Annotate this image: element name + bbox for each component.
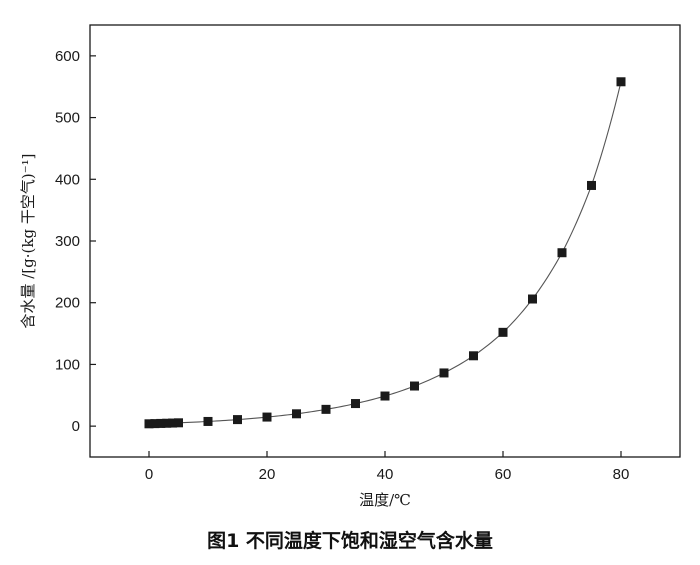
data-point-marker: [469, 351, 478, 361]
marker-group: [144, 77, 626, 429]
data-point-marker: [162, 418, 172, 428]
data-point-marker: [380, 391, 390, 401]
x-tick-label: 60: [495, 466, 512, 483]
data-point-marker: [168, 418, 178, 428]
data-point-marker: [528, 294, 537, 304]
data-point-marker: [150, 419, 160, 429]
data-point-marker: [174, 418, 183, 428]
data-point-marker: [616, 77, 626, 87]
x-tick-label: 40: [377, 466, 394, 483]
data-point-marker: [262, 412, 272, 422]
data-point-marker: [321, 404, 331, 414]
y-tick-label: 100: [55, 356, 80, 373]
data-point-marker: [292, 409, 301, 419]
y-tick-label: 300: [55, 233, 80, 250]
data-point-marker: [156, 418, 166, 428]
data-point-marker: [351, 399, 360, 409]
data-point-marker: [439, 368, 449, 378]
y-tick-label: 400: [55, 171, 80, 188]
data-point-marker: [410, 381, 419, 391]
data-point-marker: [144, 419, 154, 429]
data-point-marker: [587, 180, 596, 190]
data-point-marker: [203, 416, 213, 426]
fit-curve-group: [148, 81, 622, 425]
data-point-marker: [233, 415, 242, 425]
y-axis-title: 含水量 /[g·(kg 干空气)⁻¹]: [19, 154, 37, 329]
fit-curve: [148, 81, 622, 425]
y-tick-label: 200: [55, 295, 80, 312]
y-tick-label: 500: [55, 110, 80, 127]
y-tick-label: 600: [55, 48, 80, 65]
x-axis-title: 温度/℃: [359, 491, 411, 509]
y-tick-label: 0: [72, 418, 80, 435]
data-point-marker: [557, 248, 567, 258]
x-tick-label: 80: [613, 466, 630, 483]
chart: 0 20 40 60 80 0 100 200 300 400 500 600 温度/℃ 含水量 /[…: [19, 24, 681, 509]
x-tick-label: 0: [145, 466, 153, 483]
figure-caption: 图1 不同温度下饱和湿空气含水量: [207, 530, 493, 552]
tick-group: 0 20 40 60 80 0 100 200 300 400 500 600: [55, 48, 629, 483]
data-point-marker: [498, 327, 508, 337]
x-tick-label: 20: [259, 466, 276, 483]
